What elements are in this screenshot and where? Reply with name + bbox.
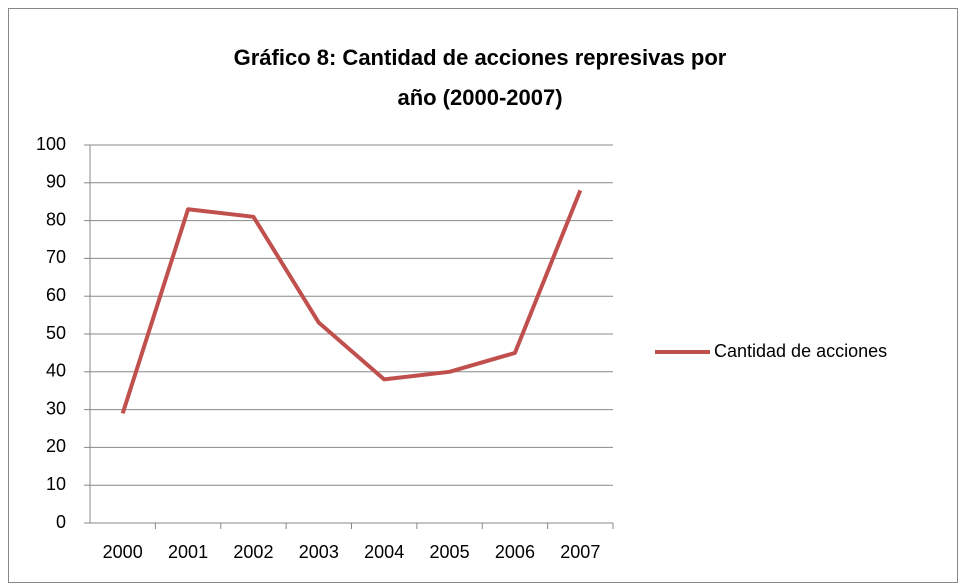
x-tick-label: 2004 xyxy=(364,542,404,562)
x-tick-label: 2007 xyxy=(560,542,600,562)
x-tick-label: 2003 xyxy=(299,542,339,562)
y-tick-label: 30 xyxy=(46,398,66,418)
x-tick-label: 2006 xyxy=(495,542,535,562)
y-tick-label: 100 xyxy=(36,134,66,154)
x-tick-label: 2000 xyxy=(103,542,143,562)
data-line xyxy=(120,189,583,414)
y-tick-label: 90 xyxy=(46,172,66,192)
y-tick-label: 20 xyxy=(46,436,66,456)
y-tick-label: 60 xyxy=(46,285,66,305)
x-tick-label: 2001 xyxy=(168,542,208,562)
chart-title: Gráfico 8: Cantidad de acciones represiv… xyxy=(233,45,727,110)
y-tick-label: 50 xyxy=(46,323,66,343)
x-tick-label: 2002 xyxy=(233,542,273,562)
legend-label: Cantidad de acciones xyxy=(714,341,887,361)
y-tick-label: 0 xyxy=(56,512,66,532)
y-tick-label: 70 xyxy=(46,247,66,267)
y-tick-label: 80 xyxy=(46,209,66,229)
y-tick-label: 40 xyxy=(46,361,66,381)
chart-frame xyxy=(8,8,958,583)
x-tick-label: 2005 xyxy=(430,542,470,562)
y-tick-label: 10 xyxy=(46,474,66,494)
